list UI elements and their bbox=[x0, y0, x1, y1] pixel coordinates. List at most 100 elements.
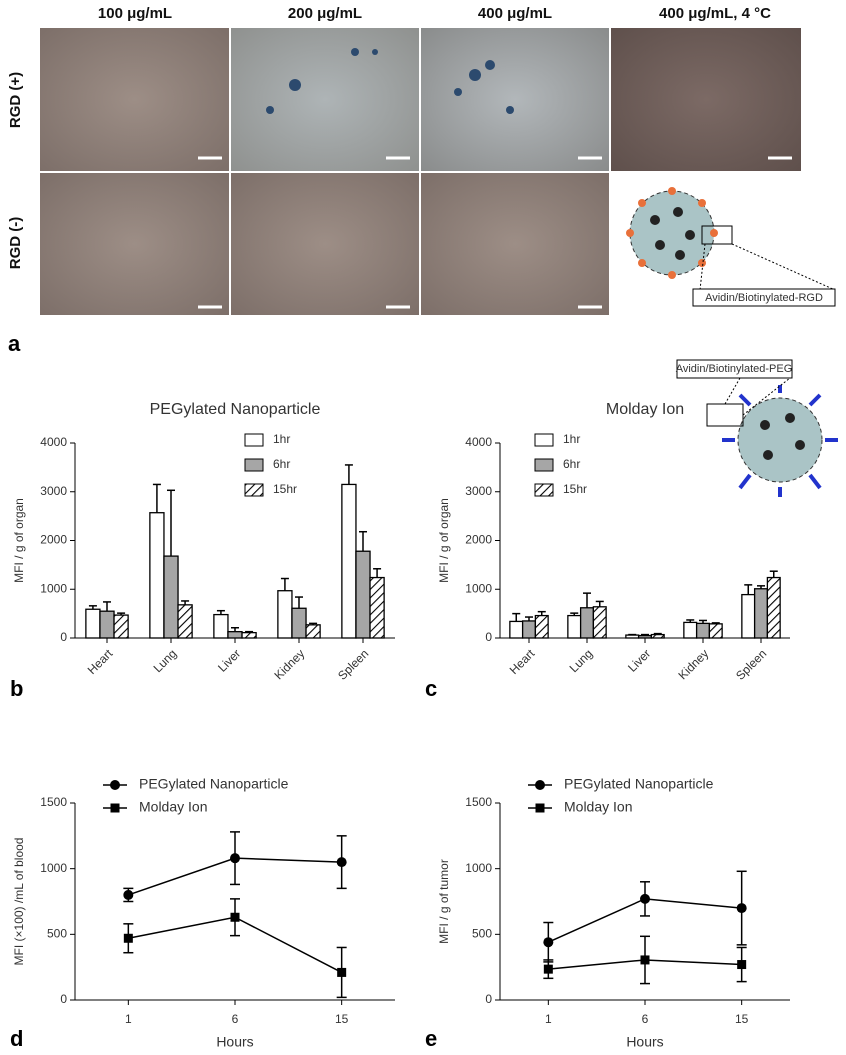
legend-label: Molday Ion bbox=[139, 799, 207, 815]
bar bbox=[163, 555, 179, 639]
x-tick-label: 1 bbox=[545, 1012, 552, 1026]
micrograph bbox=[40, 173, 229, 315]
legend-swatch bbox=[244, 458, 264, 472]
marker bbox=[230, 912, 240, 922]
row-header: RGD (-) bbox=[7, 217, 24, 270]
bar bbox=[766, 576, 781, 639]
panel-letter: e bbox=[425, 1026, 437, 1050]
bar bbox=[625, 634, 640, 639]
legend-swatch bbox=[534, 483, 554, 497]
legend-label: PEGylated Nanoparticle bbox=[564, 776, 714, 792]
x-tick-label: Spleen bbox=[335, 646, 371, 682]
legend-label: 1hr bbox=[563, 432, 580, 446]
x-axis-label: Hours bbox=[626, 1034, 663, 1050]
micrograph bbox=[611, 28, 801, 171]
y-tick-label: 0 bbox=[60, 992, 67, 1006]
y-tick-label: 1500 bbox=[40, 795, 67, 809]
bar bbox=[291, 607, 307, 639]
x-tick-label: Heart bbox=[507, 646, 538, 677]
column-header: 200 μg/mL bbox=[288, 5, 362, 22]
bar bbox=[341, 483, 357, 639]
bar bbox=[85, 608, 101, 639]
bar bbox=[741, 593, 756, 639]
marker bbox=[336, 857, 347, 868]
bar bbox=[637, 634, 653, 639]
legend-label: 15hr bbox=[273, 482, 297, 496]
legend-label: 6hr bbox=[273, 457, 290, 471]
x-tick-label: Kidney bbox=[676, 646, 712, 682]
y-tick-label: 2000 bbox=[465, 533, 492, 547]
legend-swatch bbox=[534, 433, 554, 447]
bar bbox=[567, 614, 582, 639]
particle-clusters bbox=[266, 48, 514, 114]
bar bbox=[213, 613, 229, 639]
bar bbox=[521, 620, 537, 639]
y-tick-label: 1000 bbox=[40, 861, 67, 875]
bar bbox=[708, 623, 723, 639]
y-tick-label: 2000 bbox=[40, 533, 67, 547]
x-tick-label: Spleen bbox=[733, 646, 769, 682]
y-tick-label: 1500 bbox=[465, 795, 492, 809]
y-tick-label: 1000 bbox=[465, 581, 492, 595]
bar bbox=[305, 624, 321, 639]
y-tick-label: 3000 bbox=[40, 484, 67, 498]
panel-letter: c bbox=[425, 676, 437, 701]
bar bbox=[369, 576, 385, 639]
rgd-nanoparticle: Avidin/Biotinylated-RGD bbox=[626, 187, 836, 307]
legend-label: 1hr bbox=[273, 432, 290, 446]
micrograph bbox=[421, 28, 609, 171]
legend-label: PEGylated Nanoparticle bbox=[139, 776, 289, 792]
y-tick-label: 0 bbox=[485, 630, 492, 644]
y-axis-label: MFI / g of tumor bbox=[437, 859, 451, 944]
bar bbox=[355, 550, 371, 639]
marker bbox=[640, 893, 650, 904]
x-tick-label: Heart bbox=[85, 646, 116, 677]
marker bbox=[535, 780, 545, 790]
marker bbox=[535, 803, 545, 813]
panel-letter: a bbox=[8, 331, 21, 356]
x-axis-label: Hours bbox=[216, 1034, 253, 1050]
marker bbox=[123, 889, 134, 900]
micrograph bbox=[40, 28, 229, 171]
micrograph bbox=[231, 28, 419, 171]
marker bbox=[337, 967, 347, 977]
bar bbox=[509, 620, 524, 639]
bar bbox=[683, 621, 698, 639]
y-tick-label: 0 bbox=[60, 630, 67, 644]
legend-swatch bbox=[244, 433, 264, 447]
bar bbox=[241, 631, 257, 639]
scale-bars bbox=[198, 156, 792, 309]
legend-swatch bbox=[244, 483, 264, 497]
inset-label: Avidin/Biotinylated-RGD bbox=[705, 292, 823, 304]
marker bbox=[110, 780, 120, 790]
micrograph bbox=[231, 173, 419, 315]
y-tick-label: 3000 bbox=[465, 484, 492, 498]
marker bbox=[640, 955, 650, 965]
peg-nanoparticle: Avidin/Biotinylated-PEG bbox=[676, 359, 838, 497]
x-tick-label: 6 bbox=[642, 1012, 649, 1026]
y-axis-label: MFI / g of organ bbox=[437, 498, 451, 583]
y-tick-label: 1000 bbox=[40, 581, 67, 595]
x-tick-label: Liver bbox=[215, 646, 243, 674]
marker bbox=[123, 933, 133, 943]
bar bbox=[592, 606, 607, 639]
legend-label: Molday Ion bbox=[564, 799, 632, 815]
panel-letter: b bbox=[10, 676, 23, 701]
bar bbox=[534, 614, 549, 639]
marker bbox=[543, 937, 554, 948]
panel-a: 100 μg/mL 200 μg/mL 400 μg/mL 400 μg/mL,… bbox=[7, 5, 836, 356]
marker bbox=[736, 903, 747, 914]
bar bbox=[277, 590, 293, 639]
y-tick-label: 500 bbox=[472, 927, 492, 941]
bar bbox=[149, 512, 165, 639]
bar bbox=[177, 604, 193, 639]
x-tick-label: Lung bbox=[567, 646, 596, 675]
y-tick-label: 500 bbox=[47, 927, 67, 941]
column-header: 400 μg/mL, 4 °C bbox=[659, 5, 771, 22]
x-tick-label: 6 bbox=[232, 1012, 239, 1026]
legend-label: 15hr bbox=[563, 482, 587, 496]
y-tick-label: 1000 bbox=[465, 861, 492, 875]
column-header: 100 μg/mL bbox=[98, 5, 172, 22]
x-tick-label: 15 bbox=[735, 1012, 749, 1026]
